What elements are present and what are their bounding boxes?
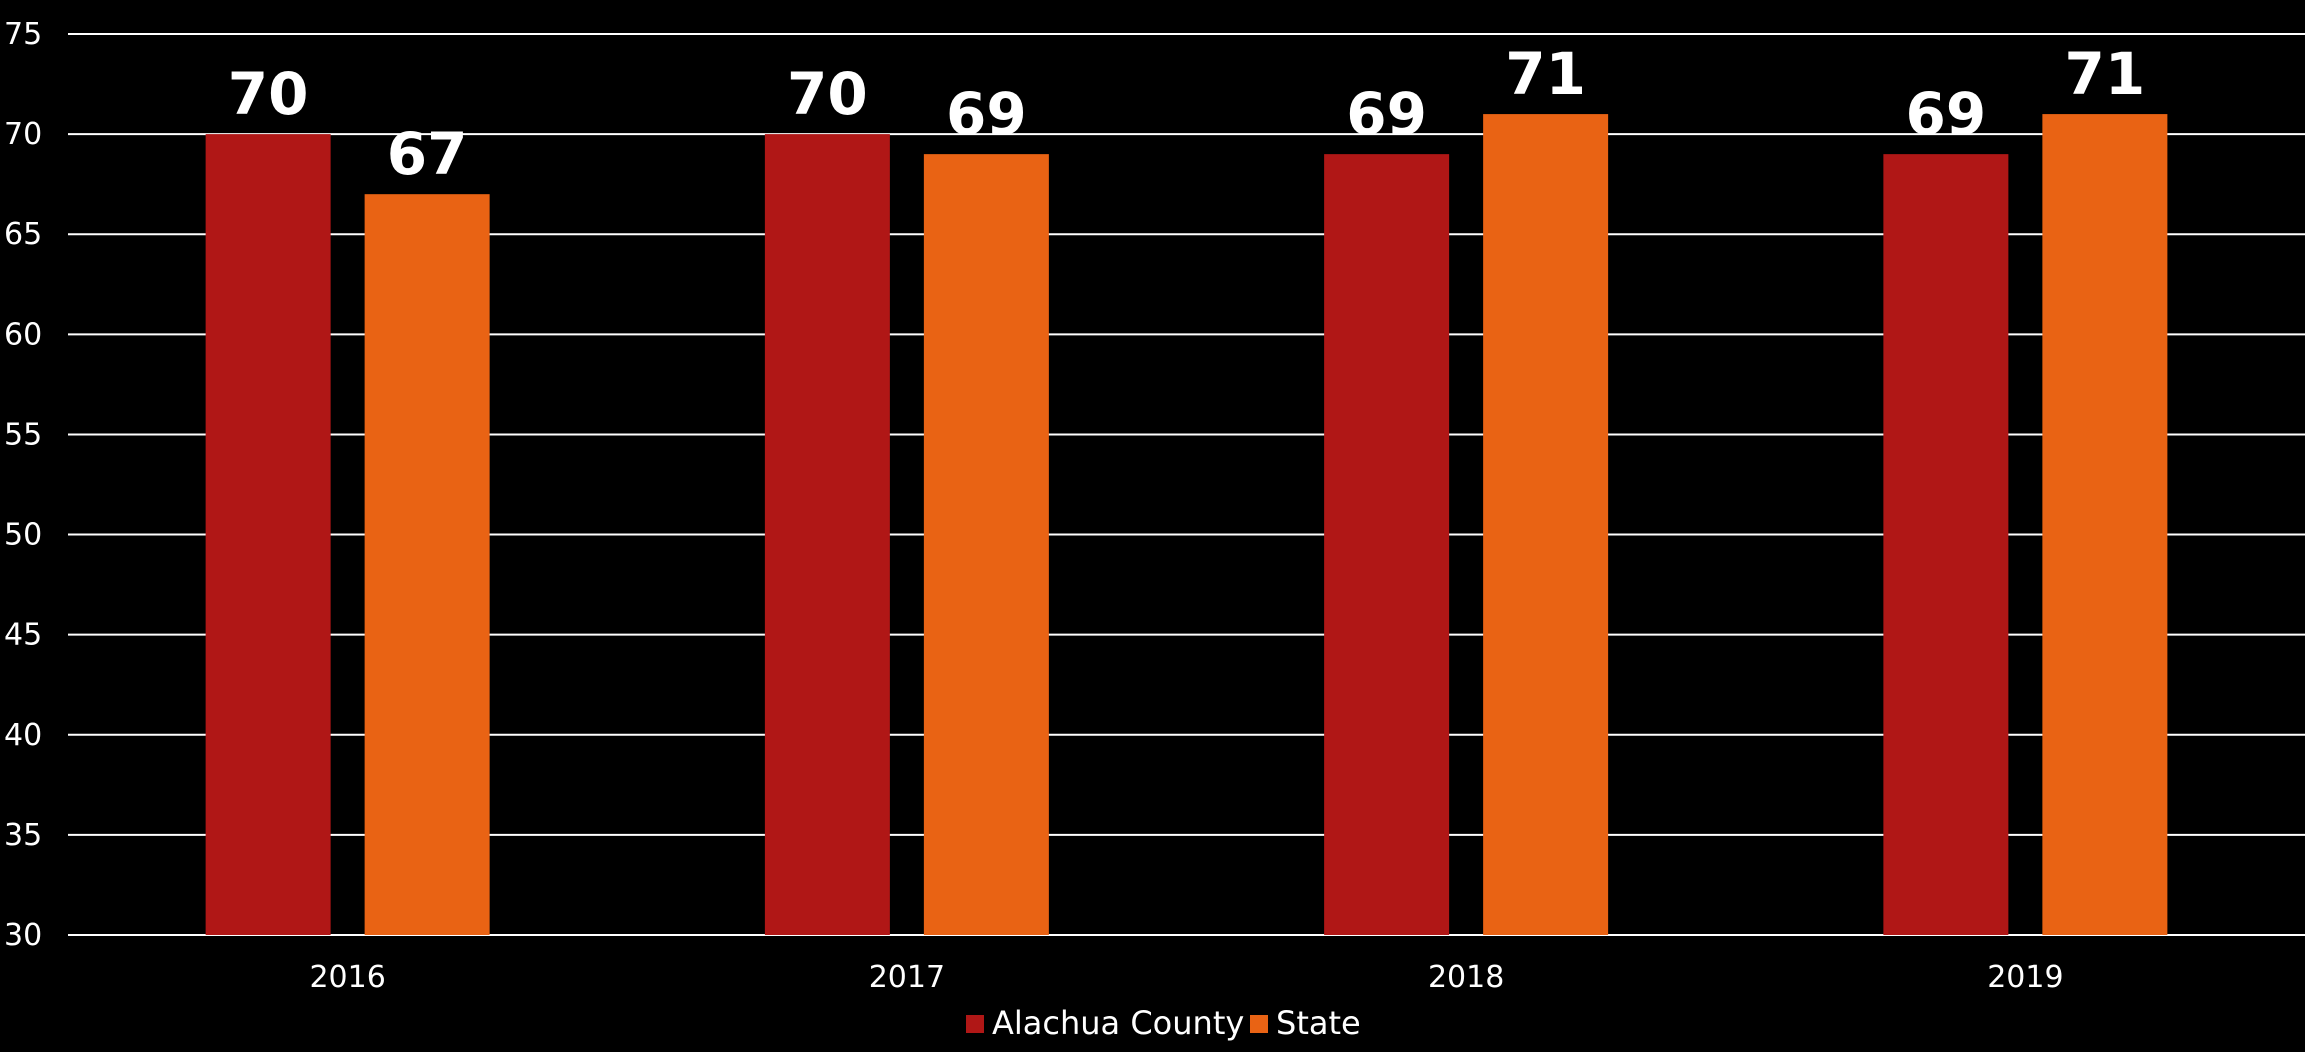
bar-alachua-county-2019 — [1883, 154, 2009, 936]
legend-label: Alachua County — [992, 1004, 1244, 1042]
data-label: 69 — [1906, 80, 1987, 148]
data-label: 71 — [1505, 40, 1586, 108]
y-tick-label: 35 — [4, 818, 42, 853]
y-tick-label: 30 — [4, 918, 42, 953]
y-tick-label: 70 — [4, 117, 42, 152]
y-tick-label: 75 — [4, 17, 42, 52]
bar-state-2016 — [364, 194, 490, 935]
y-tick-label: 50 — [4, 518, 42, 553]
data-label: 70 — [228, 60, 309, 128]
y-tick-label: 45 — [4, 618, 42, 653]
x-tick-label: 2019 — [1987, 960, 2063, 995]
data-label: 69 — [1346, 80, 1427, 148]
y-tick-label: 55 — [4, 417, 42, 452]
legend-label: State — [1276, 1004, 1361, 1042]
legend-swatch — [1250, 1015, 1268, 1033]
data-label: 71 — [2065, 40, 2146, 108]
data-label: 67 — [387, 120, 468, 188]
x-tick-label: 2018 — [1428, 960, 1504, 995]
bar-alachua-county-2016 — [205, 134, 331, 936]
x-tick-label: 2016 — [309, 960, 385, 995]
y-tick-label: 65 — [4, 217, 42, 252]
data-label: 70 — [787, 60, 868, 128]
y-tick-label: 40 — [4, 718, 42, 753]
data-label: 69 — [946, 80, 1027, 148]
bar-state-2017 — [923, 154, 1049, 936]
bar-state-2019 — [2042, 114, 2168, 936]
legend-swatch — [966, 1015, 984, 1033]
x-tick-label: 2017 — [869, 960, 945, 995]
bar-alachua-county-2018 — [1324, 154, 1450, 936]
bar-state-2018 — [1483, 114, 1609, 936]
y-tick-label: 60 — [4, 317, 42, 352]
bar-alachua-county-2017 — [764, 134, 890, 936]
